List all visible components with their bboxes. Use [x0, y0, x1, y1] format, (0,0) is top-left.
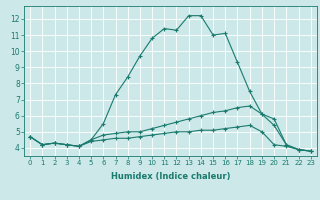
- X-axis label: Humidex (Indice chaleur): Humidex (Indice chaleur): [111, 172, 230, 181]
